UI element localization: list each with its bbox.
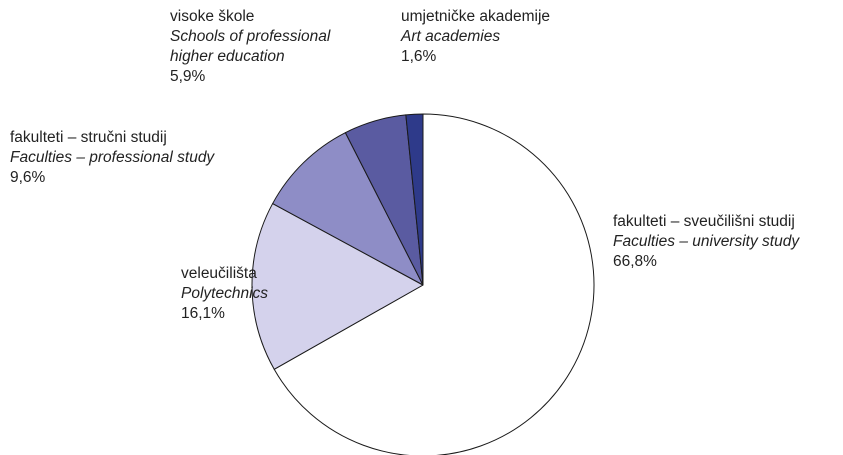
label-professional-study: fakulteti – stručni studij Faculties – p… <box>10 128 214 188</box>
label-value: 16,1% <box>181 305 225 322</box>
label-hr: veleučilišta <box>181 265 257 282</box>
label-en-line-2: higher education <box>170 48 285 65</box>
label-en: Faculties – university study <box>613 233 800 250</box>
label-value: 1,6% <box>401 48 437 65</box>
label-art-academies: umjetničke akademije Art academies 1,6% <box>401 7 550 67</box>
pie-slice-1 <box>251 203 424 370</box>
label-polytechnics: veleučilišta Polytechnics 16,1% <box>181 264 268 324</box>
label-hr: visoke škole <box>170 8 255 25</box>
label-en: Art academies <box>401 28 501 45</box>
label-hr: fakulteti – sveučilišni studij <box>613 213 795 230</box>
label-value: 9,6% <box>10 169 46 186</box>
pie-slice-4 <box>405 113 424 286</box>
label-value: 66,8% <box>613 253 657 270</box>
pie-slice-2 <box>272 132 424 286</box>
label-hr: umjetničke akademije <box>401 8 551 25</box>
label-value: 5,9% <box>170 68 206 85</box>
label-schools: visoke škole Schools of professional hig… <box>170 7 330 87</box>
label-en-line-1: Schools of professional <box>170 28 331 45</box>
label-university-study: fakulteti – sveučilišni studij Faculties… <box>613 212 799 272</box>
pie-slice-0 <box>273 113 595 455</box>
label-en: Polytechnics <box>181 285 269 302</box>
label-en: Faculties – professional study <box>10 149 215 166</box>
label-hr: fakulteti – stručni studij <box>10 129 167 146</box>
